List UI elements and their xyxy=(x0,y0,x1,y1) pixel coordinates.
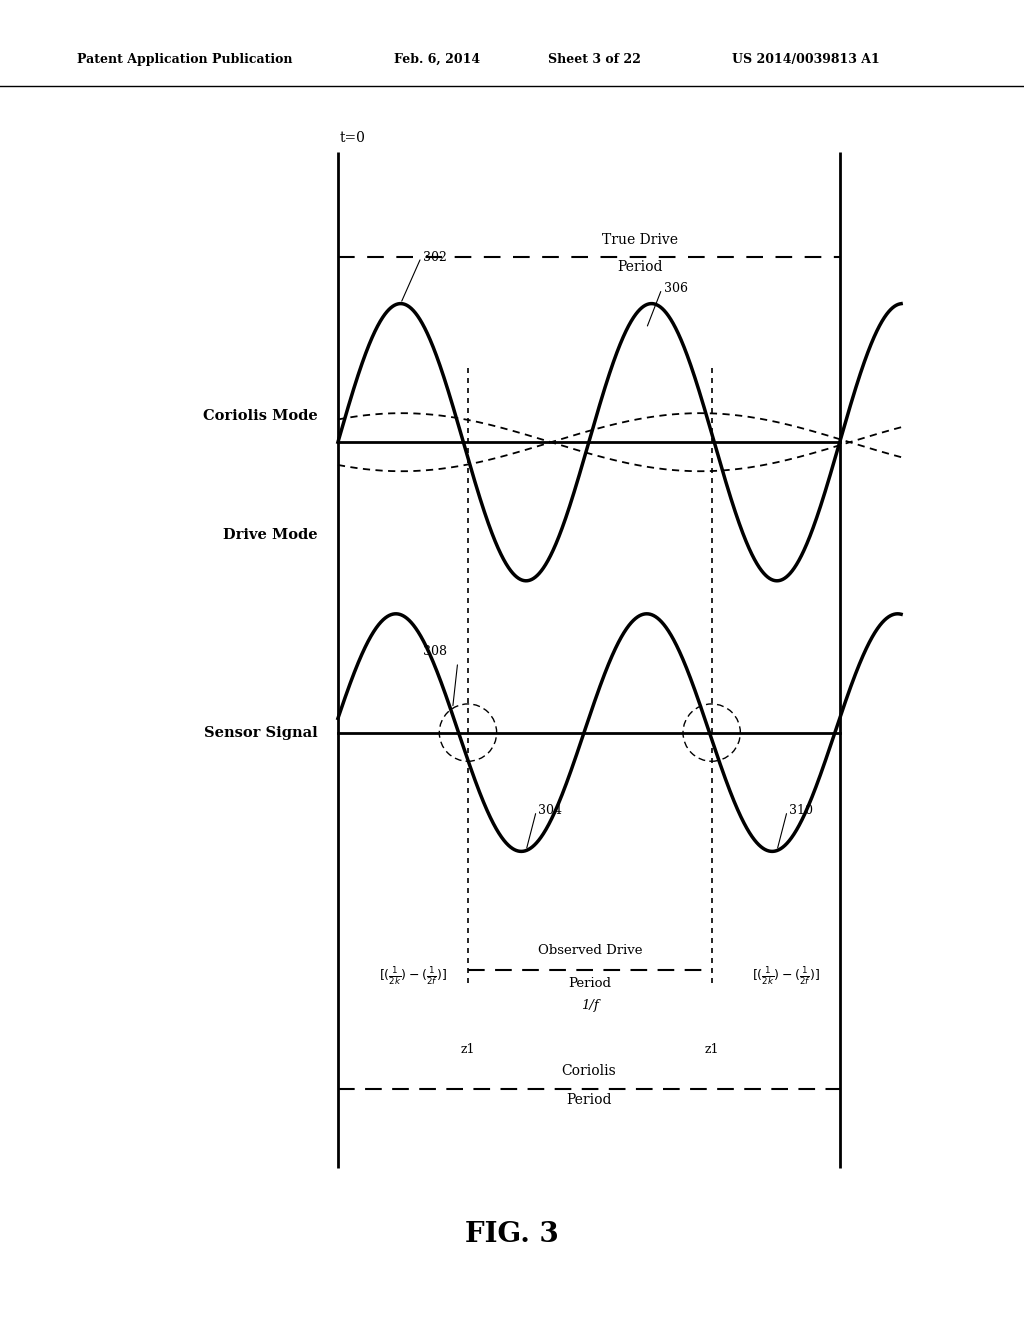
Text: Period: Period xyxy=(568,977,611,990)
Text: Period: Period xyxy=(617,260,663,275)
Text: 308: 308 xyxy=(424,645,447,659)
Text: Sheet 3 of 22: Sheet 3 of 22 xyxy=(548,53,641,66)
Text: $[(\frac{1}{2k})-(\frac{1}{2f})]$: $[(\frac{1}{2k})-(\frac{1}{2f})]$ xyxy=(379,965,447,989)
Text: Coriolis: Coriolis xyxy=(561,1064,616,1078)
Text: Feb. 6, 2014: Feb. 6, 2014 xyxy=(394,53,480,66)
Text: FIG. 3: FIG. 3 xyxy=(465,1221,559,1247)
Text: $[(\frac{1}{2k})-(\frac{1}{2f})]$: $[(\frac{1}{2k})-(\frac{1}{2f})]$ xyxy=(752,965,820,989)
Text: True Drive: True Drive xyxy=(602,232,678,247)
Text: Coriolis Mode: Coriolis Mode xyxy=(203,409,317,422)
Text: 310: 310 xyxy=(790,804,813,817)
Text: Observed Drive: Observed Drive xyxy=(538,944,642,957)
Text: 1/f: 1/f xyxy=(581,999,599,1012)
Text: z1: z1 xyxy=(705,1043,719,1056)
Text: Period: Period xyxy=(566,1093,611,1107)
Text: 306: 306 xyxy=(664,282,688,296)
Text: 302: 302 xyxy=(423,251,447,264)
Text: US 2014/0039813 A1: US 2014/0039813 A1 xyxy=(732,53,880,66)
Text: Drive Mode: Drive Mode xyxy=(223,528,317,541)
Text: 304: 304 xyxy=(539,804,562,817)
Text: Patent Application Publication: Patent Application Publication xyxy=(77,53,292,66)
Text: Sensor Signal: Sensor Signal xyxy=(204,726,317,739)
Text: z1: z1 xyxy=(461,1043,475,1056)
Text: t=0: t=0 xyxy=(340,131,366,145)
